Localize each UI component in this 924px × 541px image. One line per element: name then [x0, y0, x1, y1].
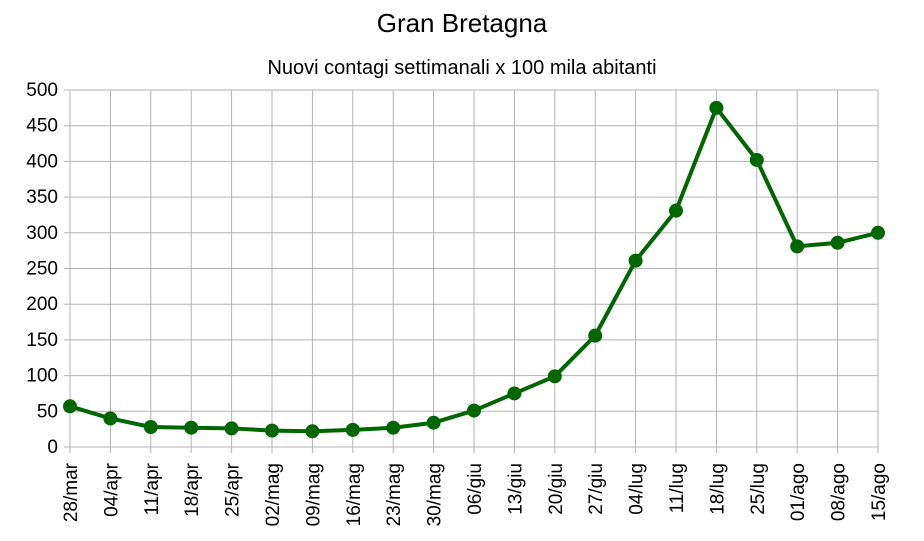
x-tick-label: 04/lug — [627, 463, 648, 515]
x-tick-label: 23/mag — [384, 463, 405, 526]
y-tick-label: 400 — [26, 151, 58, 172]
x-tick-label: 02/mag — [263, 463, 284, 526]
data-point — [507, 386, 522, 401]
chart-title: Gran Bretagna — [376, 8, 548, 38]
y-tick-label: 350 — [26, 187, 58, 208]
y-tick-label: 150 — [26, 330, 58, 351]
x-tick-label: 09/mag — [303, 463, 324, 526]
data-point — [547, 369, 562, 384]
x-tick-label: 18/lug — [707, 463, 728, 515]
y-tick-label: 200 — [26, 294, 58, 315]
data-series — [63, 100, 885, 439]
y-tick-label: 50 — [37, 401, 58, 422]
x-tick-label: 11/lug — [667, 463, 688, 513]
data-point — [749, 152, 764, 167]
x-tick-label: 01/ago — [788, 463, 809, 521]
x-tick-label: 06/giu — [465, 463, 486, 515]
y-tick-label: 100 — [26, 366, 58, 387]
data-point — [790, 239, 805, 254]
data-point — [143, 420, 158, 435]
data-point — [709, 100, 724, 115]
data-point — [669, 203, 683, 218]
data-point — [467, 403, 481, 418]
y-tick-label: 500 — [26, 80, 58, 101]
x-tick-label: 04/apr — [101, 462, 122, 517]
x-tick-label: 25/apr — [223, 462, 244, 517]
x-tick-label: 15/ago — [869, 463, 890, 521]
data-point — [345, 422, 360, 437]
x-tick-label: 16/mag — [344, 463, 365, 526]
data-point — [184, 420, 199, 435]
data-point — [103, 411, 118, 426]
data-point — [305, 424, 320, 439]
x-tick-label: 27/giu — [586, 463, 607, 515]
data-point — [426, 415, 441, 430]
data-point — [63, 399, 77, 414]
data-point — [830, 235, 845, 250]
x-tick-label: 30/mag — [425, 463, 446, 526]
x-tick-label: 25/lug — [748, 463, 769, 515]
y-tick-label: 300 — [26, 223, 58, 244]
data-point — [265, 423, 279, 438]
chart-subtitle: Nuovi contagi settimanali x 100 mila abi… — [267, 57, 657, 79]
x-axis-tick-labels: 28/mar 04/apr 11/apr 18/apr 25/apr 02/mag 09/m… — [61, 462, 890, 526]
y-tick-label: 250 — [26, 259, 58, 280]
data-point — [588, 328, 603, 343]
x-tick-label: 20/giu — [546, 463, 567, 515]
x-tick-label: 28/mar — [61, 462, 82, 522]
data-point — [386, 420, 401, 435]
y-tick-label: 450 — [26, 116, 58, 137]
x-tick-label: 08/ago — [829, 463, 850, 521]
data-point — [628, 253, 643, 268]
x-tick-label: 18/apr — [182, 462, 203, 517]
x-tick-label: 11/apr — [142, 462, 163, 515]
data-point — [871, 225, 885, 240]
grid-lines — [64, 89, 879, 453]
y-tick-label: 0 — [47, 437, 58, 458]
y-axis-tick-labels: 0 50 100 150 200 250 300 350 400 450 500 — [26, 80, 58, 458]
data-point — [224, 421, 239, 436]
x-tick-label: 13/giu — [505, 463, 526, 515]
